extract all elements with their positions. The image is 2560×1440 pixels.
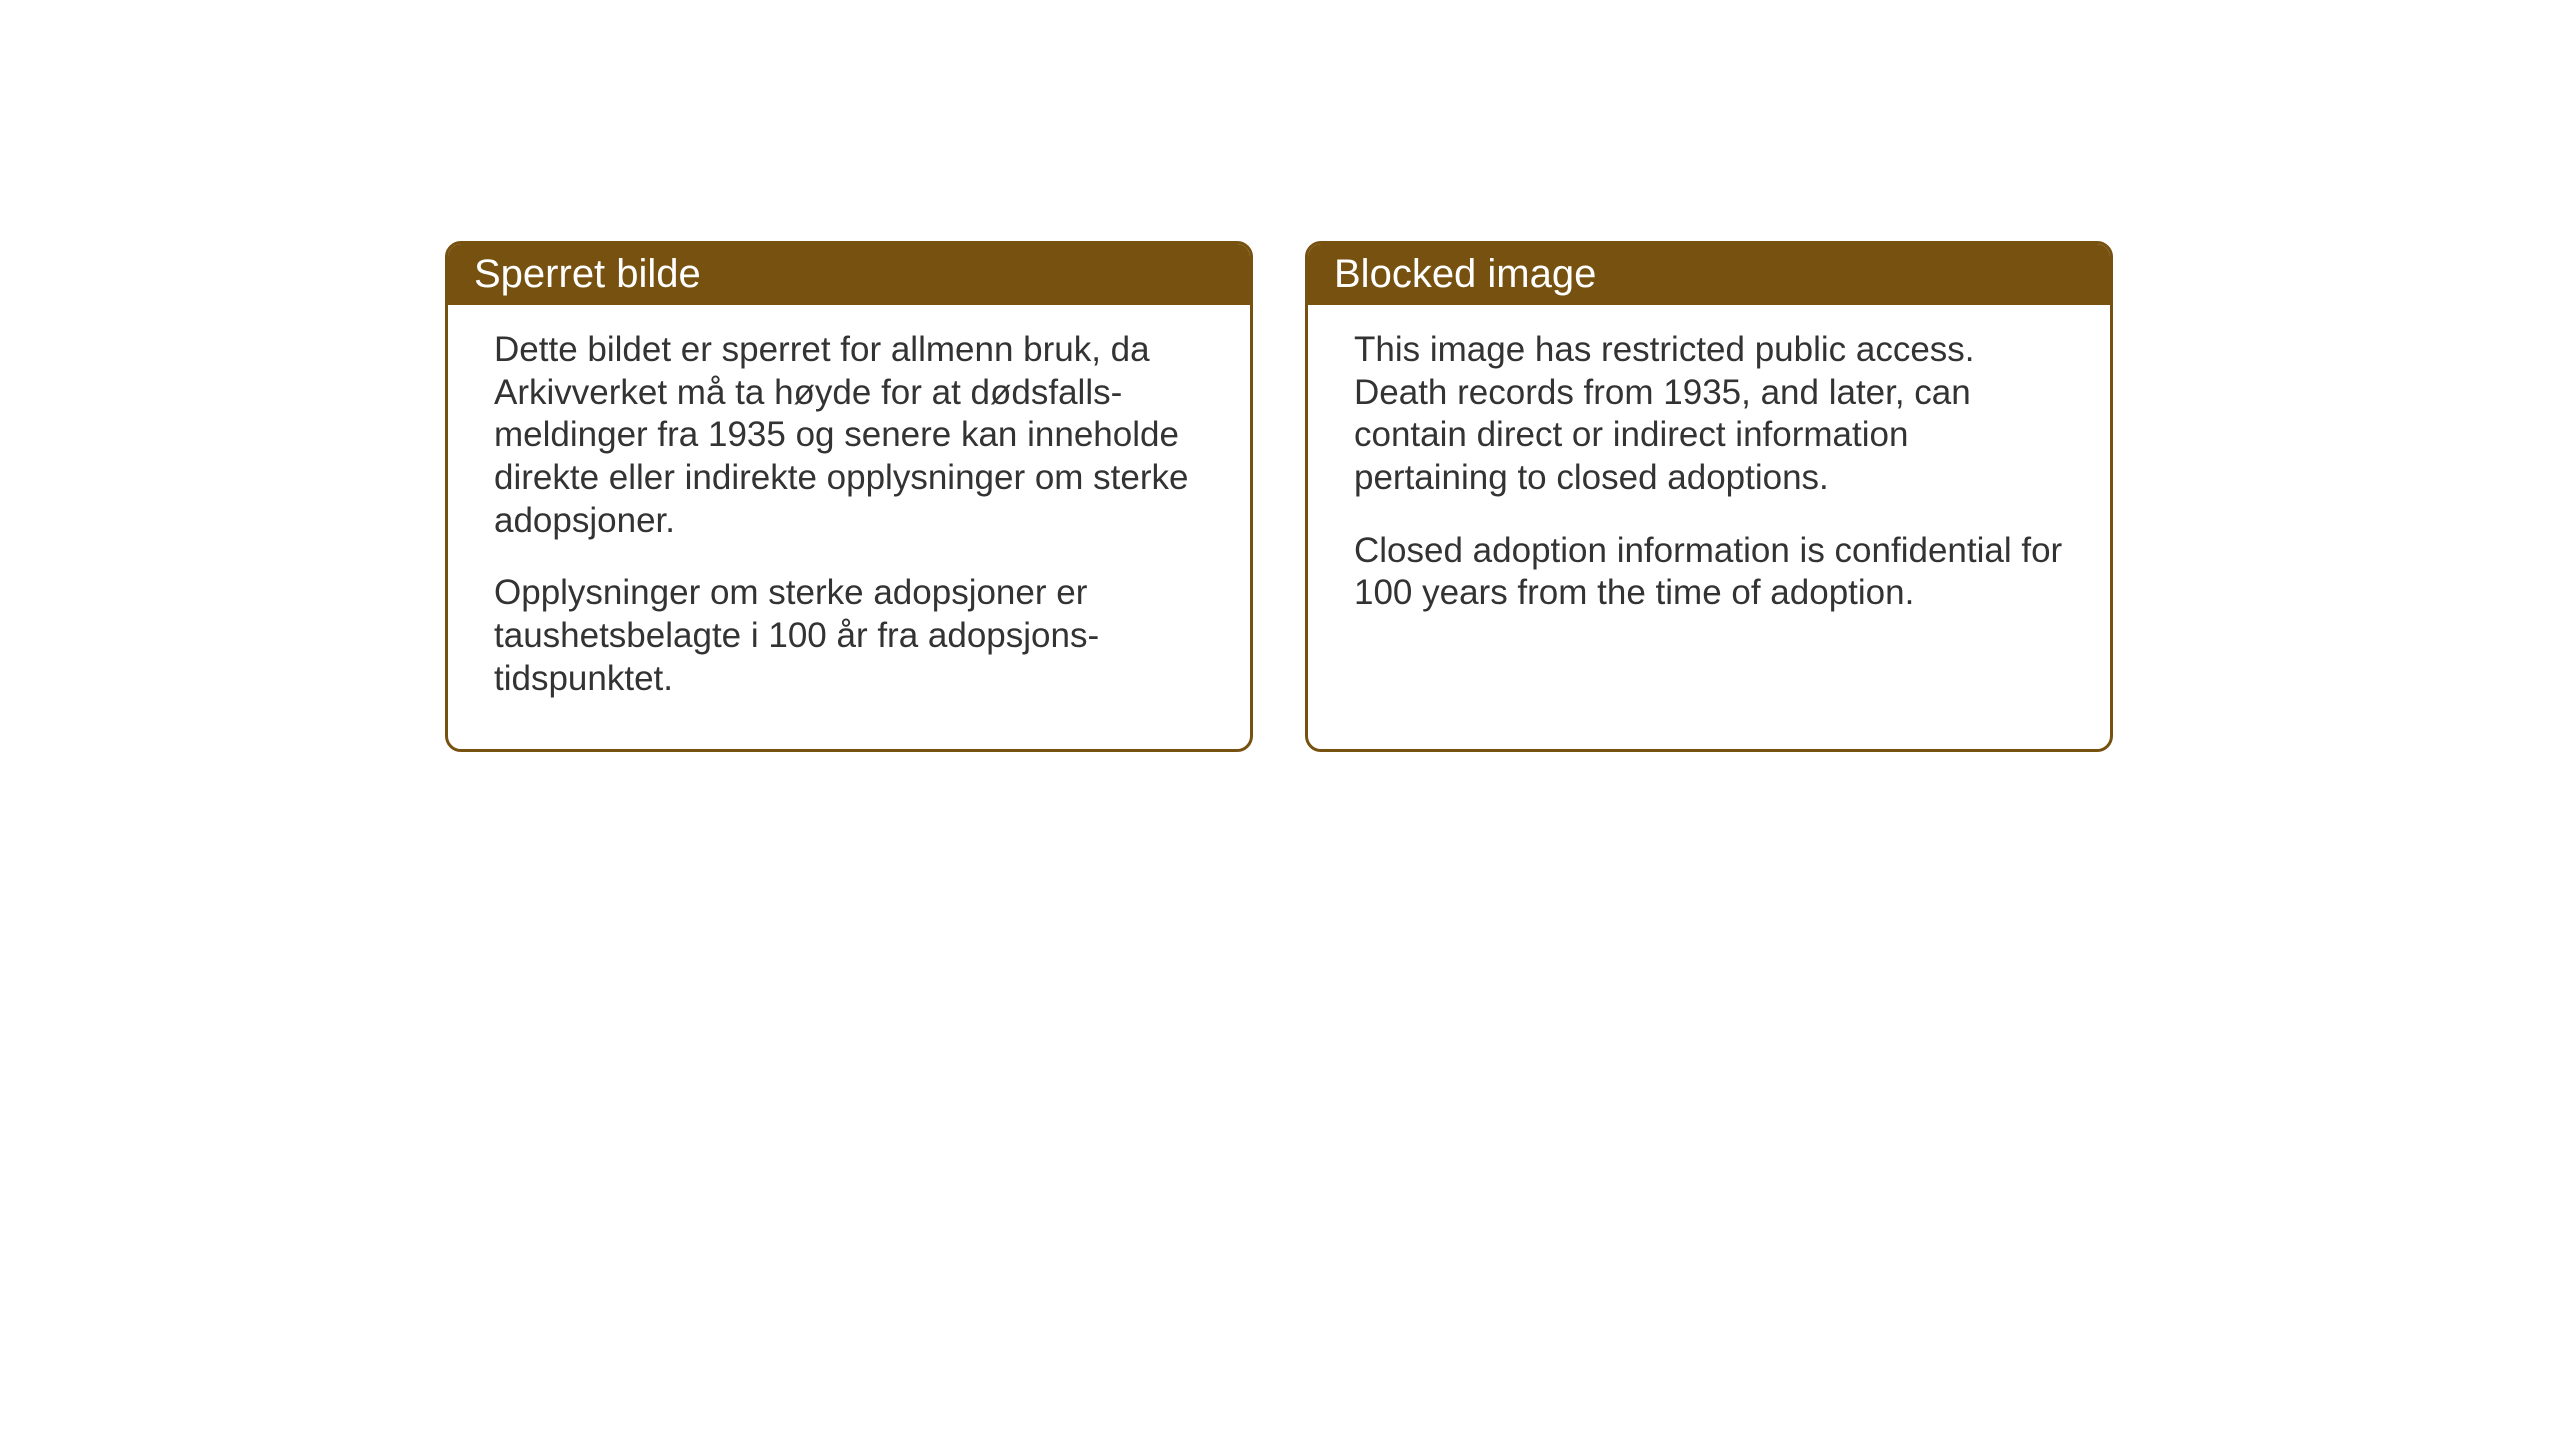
norwegian-card-body: Dette bildet er sperret for allmenn bruk… xyxy=(448,305,1250,749)
english-paragraph-1: This image has restricted public access.… xyxy=(1354,329,2064,500)
norwegian-card-title: Sperret bilde xyxy=(474,252,701,296)
norwegian-paragraph-1: Dette bildet er sperret for allmenn bruk… xyxy=(494,329,1204,542)
english-paragraph-2: Closed adoption information is confident… xyxy=(1354,530,2064,615)
norwegian-card-header: Sperret bilde xyxy=(448,244,1250,305)
norwegian-card: Sperret bilde Dette bildet er sperret fo… xyxy=(445,241,1253,752)
english-card-body: This image has restricted public access.… xyxy=(1308,305,2110,749)
cards-container: Sperret bilde Dette bildet er sperret fo… xyxy=(445,241,2113,752)
norwegian-paragraph-2: Opplysninger om sterke adopsjoner er tau… xyxy=(494,572,1204,700)
english-card: Blocked image This image has restricted … xyxy=(1305,241,2113,752)
english-card-title: Blocked image xyxy=(1334,252,1596,296)
english-card-header: Blocked image xyxy=(1308,244,2110,305)
